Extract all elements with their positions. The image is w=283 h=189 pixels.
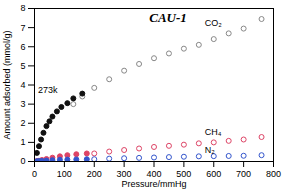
svg-text:800: 800: [266, 169, 281, 179]
svg-text:8: 8: [20, 3, 25, 13]
svg-text:7: 7: [20, 23, 25, 33]
svg-text:600: 600: [206, 169, 221, 179]
svg-text:5: 5: [20, 61, 25, 71]
svg-text:700: 700: [236, 169, 251, 179]
svg-text:0: 0: [20, 156, 25, 166]
svg-text:0: 0: [32, 169, 37, 179]
svg-text:200: 200: [87, 169, 102, 179]
svg-text:2: 2: [20, 118, 25, 128]
svg-text:300: 300: [117, 169, 132, 179]
svg-text:3: 3: [20, 99, 25, 109]
svg-text:400: 400: [146, 169, 161, 179]
svg-text:500: 500: [176, 169, 191, 179]
svg-text:4: 4: [20, 80, 25, 90]
svg-text:CAU-1: CAU-1: [149, 10, 187, 25]
svg-text:CH₄: CH₄: [205, 127, 222, 137]
svg-text:Pressure/mmHg: Pressure/mmHg: [121, 179, 186, 189]
svg-text:100: 100: [57, 169, 72, 179]
svg-text:N₂: N₂: [205, 145, 215, 155]
svg-text:273k: 273k: [38, 85, 58, 95]
svg-text:Amount adsorbed (mmol/g): Amount adsorbed (mmol/g): [2, 30, 12, 139]
svg-text:6: 6: [20, 42, 25, 52]
svg-text:1: 1: [20, 137, 25, 147]
svg-text:CO₂: CO₂: [205, 18, 223, 28]
